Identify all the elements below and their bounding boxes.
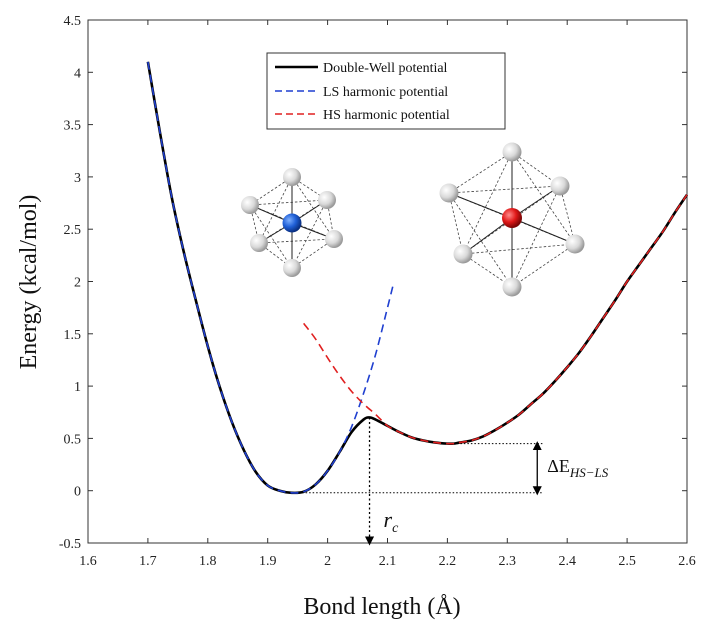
metal-ligand-bond (462, 217, 513, 255)
x-tick-label: 2.2 (439, 554, 457, 569)
legend-label-hs: HS harmonic potential (323, 108, 450, 123)
x-tick-label: 2.3 (499, 554, 517, 569)
rc-main: r (384, 507, 393, 532)
x-tick-label: 1.6 (79, 554, 97, 569)
rc-label: rc (384, 507, 400, 536)
ligand-atom (325, 230, 343, 248)
ligand-atom (241, 196, 259, 214)
cage-edge (291, 199, 328, 269)
ligand-atom (439, 183, 459, 203)
x-tick-label: 1.7 (139, 554, 157, 569)
y-tick-label: 1 (74, 380, 81, 395)
cage-edge (511, 243, 576, 288)
x-tick-label: 1.8 (199, 554, 217, 569)
ligand-atom (283, 259, 301, 277)
ligand-atom (550, 176, 570, 196)
delta-e-subscript: HS−LS (569, 465, 609, 480)
y-tick-label: 3 (74, 171, 81, 186)
y-tick-label: 0 (74, 485, 81, 500)
cage-edge (448, 185, 561, 194)
y-axis-title: Energy (kcal/mol) (16, 195, 42, 370)
ligand-atom (318, 191, 336, 209)
cage-edge (462, 151, 513, 255)
cage-edge (448, 192, 513, 288)
metal-center-atom (282, 213, 302, 233)
ligand-atom (283, 168, 301, 186)
delta-e-main: ΔE (547, 456, 570, 476)
hs-octahedron-illustration (439, 142, 585, 297)
x-tick-label: 2.4 (558, 554, 576, 569)
series-layer (146, 61, 689, 495)
ls-harmonic-line (147, 61, 395, 494)
legend-label-ls: LS harmonic potential (323, 85, 448, 100)
ligand-atom (502, 142, 522, 162)
y-tick-label: 4.5 (64, 14, 82, 29)
axis-ticks (87, 19, 688, 544)
metal-ligand-bond (511, 217, 576, 245)
x-tick-label: 2.6 (678, 554, 696, 569)
ligand-atom (453, 244, 473, 264)
y-tick-label: 4 (74, 66, 81, 81)
y-tick-label: -0.5 (59, 537, 81, 552)
cage-edge (249, 204, 293, 269)
cage-edge (258, 238, 335, 244)
hs-harmonic-line (303, 194, 688, 445)
y-tick-label: 1.5 (64, 328, 82, 343)
legend-box (266, 52, 506, 130)
x-axis-title: Bond length (Å) (303, 594, 460, 620)
cage-edge (511, 185, 561, 288)
y-tick-label: 0.5 (64, 432, 82, 447)
cage-edge (249, 199, 328, 206)
delta-e-label: ΔEHS−LS (547, 456, 608, 480)
ligand-atom (250, 234, 268, 252)
x-tick-label: 1.9 (259, 554, 277, 569)
cage-edge (291, 176, 335, 240)
rc-subscript: c (392, 521, 399, 536)
legend: Double-Well potential LS harmonic potent… (266, 52, 506, 130)
y-tick-label: 2 (74, 276, 81, 291)
metal-ligand-bond (448, 192, 513, 219)
y-tick-label: 3.5 (64, 119, 82, 134)
axis-tick-labels: 1.6 1.7 1.8 1.9 2 2.1 2.2 2.3 2.4 2.5 2.6 -0.5 0 0.5 1… (59, 14, 696, 569)
x-tick-label: 2.5 (618, 554, 636, 569)
legend-label-double-well: Double-Well potential (323, 61, 448, 76)
x-tick-label: 2 (324, 554, 331, 569)
metal-center-atom (502, 208, 522, 228)
ligand-atom (565, 234, 585, 254)
cage-edge (462, 253, 513, 288)
cage-edge (448, 192, 464, 255)
y-tick-label: 2.5 (64, 223, 82, 238)
cage-edge (511, 151, 561, 187)
cage-edge (258, 176, 293, 244)
cage-edge (462, 243, 576, 255)
ligand-atom (502, 277, 522, 297)
cage-edge (559, 185, 576, 245)
ls-octahedron-illustration (241, 168, 343, 277)
annotation-guides (291, 417, 544, 546)
x-tick-label: 2.1 (379, 554, 397, 569)
cage-edge (448, 151, 513, 194)
